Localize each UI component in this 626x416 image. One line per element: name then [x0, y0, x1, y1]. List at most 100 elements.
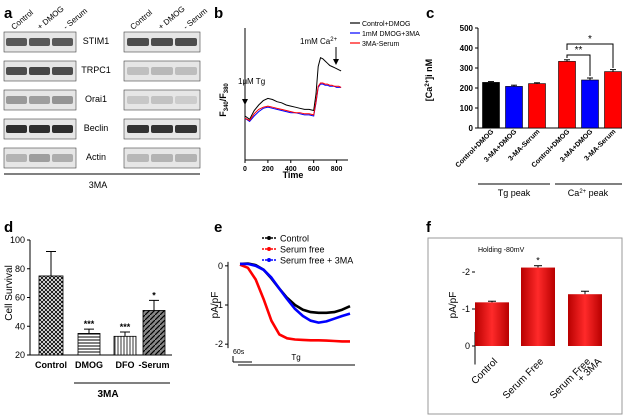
f-y-tick-label: -1: [462, 304, 470, 314]
b-x-tick-label: 800: [331, 166, 343, 173]
d-y-tick-label: 40: [15, 321, 25, 331]
blot-band: [175, 67, 197, 75]
c-bar-0: [482, 82, 500, 129]
c-y-tick-label: 400: [460, 44, 474, 53]
f-y-tick-label: 0: [465, 341, 470, 351]
blot-band: [29, 38, 50, 46]
b-x-tick-label: 200: [262, 166, 274, 173]
blot-row-label-2: TRPC1: [81, 65, 111, 75]
blot-col-right-1: Control: [129, 8, 155, 32]
d-x-tick-label-1: DMOG: [75, 360, 103, 370]
panel-label-b: b: [214, 5, 223, 22]
blot-band: [127, 67, 149, 75]
b-x-tick-label: 0: [243, 166, 247, 173]
c-sig-bracket-2: [566, 43, 614, 68]
b-xlabel: Time: [283, 170, 304, 180]
blot-band: [52, 154, 73, 162]
blot-treatment-label: 3MA: [89, 180, 108, 190]
b-x-tick-label: 600: [308, 166, 320, 173]
e-y-tick-label: 0: [218, 261, 223, 271]
c-bar-4: [581, 79, 599, 129]
panel-label-c: c: [426, 5, 434, 22]
annotation-ca-text: 1mM Ca: [300, 37, 331, 46]
f-sig-label-1: *: [536, 256, 540, 266]
blot-band: [29, 67, 50, 75]
blot-band: [29, 125, 50, 133]
d-bar-1: [77, 333, 101, 356]
blot-row-label-5: Actin: [86, 152, 106, 162]
e-series-line-2: [240, 262, 351, 324]
c-group-ca-main: Ca: [568, 188, 580, 198]
d-sig-label-1: ***: [84, 319, 95, 329]
e-series-line-0: [239, 262, 351, 315]
panel-label-e: e: [214, 219, 222, 236]
e-scalebar-label: 60s: [233, 349, 245, 356]
blot-band: [6, 96, 27, 104]
b-ylabel: F340/F380: [218, 83, 230, 117]
e-legend-label-2: Serum free + 3MA: [280, 256, 353, 266]
blot-band: [29, 96, 50, 104]
d-group-label: 3MA: [97, 389, 118, 400]
d-x-tick-label-3: -Serum: [138, 360, 169, 370]
arrow-tg-head: [242, 99, 248, 105]
blot-col-left-2: + DMOG: [36, 4, 66, 31]
c-ylabel-rest: ]i nM: [424, 59, 434, 80]
e-legend-label-1: Serum free: [280, 245, 325, 255]
f-x-tick-label-0-0: Control: [470, 356, 501, 387]
e-ylabel: pA/pF: [210, 292, 221, 319]
b-series-line-2: [244, 82, 342, 122]
d-y-tick-label: 80: [15, 264, 25, 274]
b-ylabel-sub1: 340: [224, 101, 230, 112]
e-treatment-label: Tg: [291, 353, 300, 362]
b-ylabel-sep: /F: [218, 93, 228, 102]
c-group-label-ca: Ca2+ peak: [568, 188, 609, 198]
f-y-tick-label: -2: [462, 267, 470, 277]
d-bar-2: [113, 335, 137, 356]
f-frame: [427, 237, 623, 415]
panel-b-chart: 0 200 400 600 800 1μM Tg 1mM Ca2+ Control+DM…: [218, 21, 420, 180]
b-ylabel-sub2: 380: [224, 83, 230, 94]
blot-band: [6, 125, 27, 133]
blot-col-left-3: - Serum: [62, 6, 90, 31]
c-sig-label-2: *: [588, 34, 592, 45]
d-x-tick-label-0: Control: [35, 360, 67, 370]
b-legend-label-2: 3MA-Serum: [362, 41, 400, 48]
e-legend-marker-1: [267, 247, 271, 251]
e-series-line-1: [239, 263, 350, 343]
d-y-tick-label: 20: [15, 350, 25, 360]
blot-col-right-2: + DMOG: [157, 4, 187, 31]
c-y-tick-label: 200: [460, 84, 474, 93]
e-y-tick-label: -1: [215, 300, 223, 310]
blot-band: [52, 38, 73, 46]
c-y-tick-label: 100: [460, 104, 474, 113]
d-sig-label-3: *: [152, 290, 156, 300]
b-series-line-1: [244, 83, 342, 123]
b-series-line-0: [244, 56, 342, 121]
blot-band: [151, 67, 173, 75]
panel-label-f: f: [426, 219, 432, 236]
b-x-tick-label: 400: [285, 166, 297, 173]
blot-band: [29, 154, 50, 162]
blot-band: [6, 67, 27, 75]
arrow-ca-head: [333, 59, 339, 65]
blot-band: [151, 96, 173, 104]
annotation-ca: 1mM Ca2+: [300, 37, 338, 46]
d-sig-label-2: ***: [120, 322, 131, 332]
b-legend-label-1: 1mM DMOG+3MA: [362, 31, 420, 38]
blot-band: [52, 96, 73, 104]
panel-label-a: a: [4, 5, 13, 22]
c-bar-5: [604, 71, 622, 129]
c-ylabel-sup: 2+: [425, 79, 431, 86]
e-legend-marker-2: [267, 258, 271, 262]
panel-a-blots: Control + DMOG - Serum Control + DMOG - …: [3, 4, 209, 190]
blot-col-left-1: Control: [10, 8, 36, 32]
c-y-tick-label: 300: [460, 64, 474, 73]
blot-band: [151, 38, 173, 46]
f-bar-1: [521, 267, 555, 346]
blot-band: [175, 96, 197, 104]
blot-band: [151, 125, 173, 133]
d-y-tick-label: 100: [10, 235, 25, 245]
blot-band: [127, 38, 149, 46]
blot-band: [6, 38, 27, 46]
